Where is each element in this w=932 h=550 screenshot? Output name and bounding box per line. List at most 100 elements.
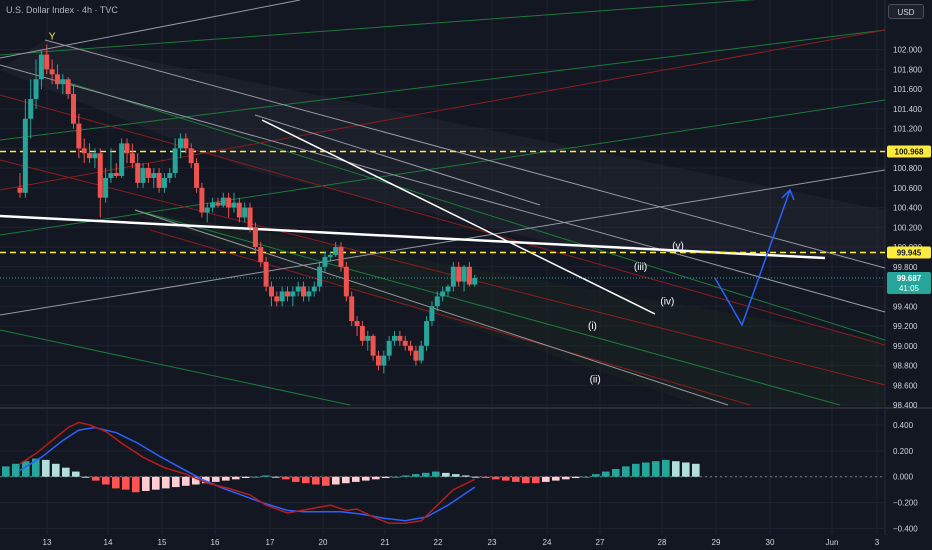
wave-label: (v) [672,241,684,252]
candle-body [381,355,387,366]
candle-body [124,143,130,154]
candle-body [199,187,205,213]
macd-histogram-bar [582,476,590,478]
candle-body [226,197,232,208]
candle-body [28,98,34,119]
macd-histogram-bar [102,476,110,485]
macd-histogram-bar [302,476,310,484]
macd-histogram-bar [622,466,630,477]
macd-signal-line [19,426,476,522]
candle-body [258,247,264,262]
x-tick-label: 20 [319,538,328,547]
macd-tick-label: 0.400 [893,421,914,430]
x-tick-label: 21 [381,538,390,547]
candle-body [167,173,173,178]
y-tick-label: 102.000 [893,46,922,55]
candle-body [402,340,408,346]
candle-body [322,256,328,267]
candle-body [429,306,435,322]
macd-histogram-bar [272,476,280,478]
candle-body [44,54,50,70]
y-tick-label: 101.200 [893,125,922,134]
macd-histogram-bar [252,476,260,478]
macd-histogram-bar [152,476,160,490]
price-line-tag [887,145,931,158]
x-tick-label: 24 [543,538,552,547]
macd-histogram-bar [382,476,390,479]
macd-histogram-bar [562,476,570,480]
candle-body [71,94,76,124]
macd-histogram-bar [212,476,220,482]
last-price-tag [887,271,931,294]
macd-histogram-bar [202,476,210,484]
candle-body [306,291,312,297]
macd-histogram-bar [12,463,20,477]
candle-body [408,345,414,351]
candle-body [338,247,344,267]
candle-body [33,79,39,99]
candle-body [49,69,55,75]
candle-body [472,277,478,285]
wave-label: (iv) [660,296,674,307]
macd-histogram-bar [502,476,510,481]
macd-tick-label: 0.200 [893,447,914,456]
candle-body [274,296,280,302]
candle-body [151,173,157,178]
candle-body [38,54,44,80]
x-tick-label: 30 [766,538,775,547]
macd-histogram-bar [492,476,500,480]
candle-body [295,286,301,292]
y-tick-label: 100.600 [893,184,922,193]
countdown-label: 41:05 [899,284,920,293]
macd-histogram-bar [422,472,430,477]
x-tick-label: 28 [658,538,667,547]
candle-body [194,163,200,188]
macd-histogram-bar [692,463,700,477]
candle-body [434,296,440,307]
candle-body [268,286,274,297]
macd-histogram-bar [32,458,40,477]
candle-body [354,321,360,327]
candle-body [54,74,60,85]
macd-histogram-bar [92,476,100,481]
candle-body [140,168,146,183]
candle-body [327,254,333,257]
candle-body [60,79,66,85]
candle-body [359,326,365,341]
macd-histogram-bar [392,476,400,478]
candle-body [386,340,392,356]
macd-histogram-bar [62,467,70,477]
macd-histogram-bar [332,476,340,485]
x-tick-label: 22 [434,538,443,547]
candle-body [108,173,114,178]
candle-body [92,153,98,159]
price-line-label: 100.968 [895,147,924,156]
candle-body [65,79,71,95]
candle-body [87,153,93,159]
macd-histogram-bar [672,461,680,477]
macd-histogram-bar [482,476,490,479]
y-tick-label: 98.400 [893,401,918,410]
candle-body [285,291,290,297]
x-tick-label: 3 [875,538,880,547]
macd-histogram-bar [42,459,50,477]
macd-line [19,421,476,525]
y-tick-label: 101.800 [893,65,922,74]
candle-body [279,291,285,302]
candle-body [311,286,317,292]
macd-histogram-bar [402,475,410,477]
candle-body [365,335,371,341]
candle-body [161,177,167,188]
macd-histogram-bar [82,476,90,478]
macd-histogram-bar [52,463,60,477]
currency-button[interactable]: USD [888,4,924,19]
x-tick-label: 29 [712,538,721,547]
macd-histogram-bar [352,476,360,482]
candle-body [445,286,451,292]
macd-histogram-bar [312,476,320,485]
candle-body [183,138,189,149]
candle-body [370,335,376,356]
candle-body [301,286,307,297]
candle-body [413,350,419,361]
